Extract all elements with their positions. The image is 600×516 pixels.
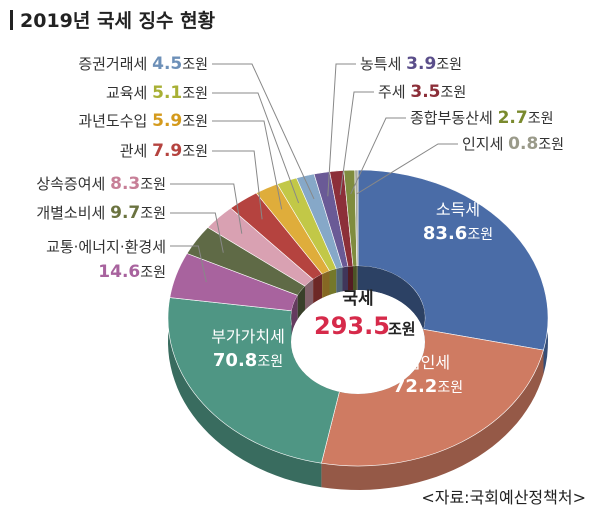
donut-hole <box>291 266 425 394</box>
slice-inner-농특세 <box>342 266 348 292</box>
source-note: <자료:국회예산정책처> <box>421 488 586 507</box>
outside-label-주세: 주세 3.5조원 <box>378 82 466 102</box>
title-bar <box>10 9 13 30</box>
slice-inner-주세 <box>348 266 353 291</box>
outside-label-교육세: 교육세 5.1조원 <box>106 83 208 103</box>
slice-inner-인지세 <box>356 266 358 290</box>
leader-line <box>170 183 243 234</box>
leader-line <box>350 117 406 195</box>
slice-name-label: 소득세 <box>436 200 480 219</box>
center-unit: 조원 <box>388 320 416 338</box>
slice-label: 상속증여세 8.3조원 <box>36 174 166 194</box>
leader-line <box>170 212 224 253</box>
slice-value-label: 14.6조원 <box>98 262 166 282</box>
leader-line <box>212 63 315 200</box>
center-label: 국세 293.5조원 <box>314 289 416 340</box>
donut-hole-center <box>291 290 425 394</box>
slice-inner-관세 <box>313 274 323 304</box>
slice-label: 인지세 0.8조원 <box>462 134 564 154</box>
outside-label-교통·에너지·환경세: 교통·에너지·환경세 14.6조원 <box>46 238 166 282</box>
leader-line <box>212 120 283 210</box>
leader-line <box>170 245 207 283</box>
leader-line <box>212 92 300 204</box>
slice-inner-과년도수입 <box>322 270 330 299</box>
outside-label-농특세: 농특세 3.9조원 <box>360 54 462 74</box>
slice-label: 주세 3.5조원 <box>378 82 466 102</box>
slice-label: 개별소비세 9.7조원 <box>36 203 166 223</box>
slice-label: 관세 7.9조원 <box>120 141 208 161</box>
leader-line <box>356 143 458 195</box>
slice-label: 종합부동산세 2.7조원 <box>410 108 553 128</box>
slice-inner-개별소비세 <box>297 286 305 320</box>
slice-name-label: 부가가치세 <box>211 327 285 346</box>
outside-label-증권거래세: 증권거래세 4.5조원 <box>78 54 208 74</box>
slice-inner-교통·에너지·환경세 <box>291 295 298 335</box>
leader-line <box>212 150 263 220</box>
slice-side-법인세 <box>321 350 544 490</box>
slice-value-label: 70.8조원 <box>213 350 283 371</box>
donut-tops <box>167 169 549 467</box>
center-title: 국세 <box>342 289 373 309</box>
slice-value-label: 72.2조원 <box>393 376 463 397</box>
center-total: 293.5 <box>314 312 390 340</box>
slice-inner-종합부동산세 <box>353 266 357 291</box>
slice-side-부가가치세 <box>168 297 322 488</box>
slice-label: 농특세 3.9조원 <box>360 54 462 74</box>
slice-label: 과년도수입 5.9조원 <box>78 111 208 131</box>
slice-name-label: 교통·에너지·환경세 <box>46 238 166 256</box>
outside-label-상속증여세: 상속증여세 8.3조원 <box>36 174 166 194</box>
chart-title-text: 2019년 국세 징수 현황 <box>20 10 216 32</box>
leader-line <box>327 63 356 197</box>
slice-inner-증권거래세 <box>336 267 343 293</box>
chart-title: 2019년 국세 징수 현황 <box>10 6 215 33</box>
slice-inner-소득세 <box>358 266 425 354</box>
outside-label-개별소비세: 개별소비세 9.7조원 <box>36 203 166 223</box>
slice-name-label: 법인세 <box>406 353 450 372</box>
slice-inner-상속증여세 <box>305 279 314 311</box>
leader-line <box>339 91 374 195</box>
slice-label: 교육세 5.1조원 <box>106 83 208 103</box>
slice-inner-교육세 <box>329 268 337 295</box>
outside-label-과년도수입: 과년도수입 5.9조원 <box>78 111 208 131</box>
slice-label: 증권거래세 4.5조원 <box>78 54 208 74</box>
outside-label-인지세: 인지세 0.8조원 <box>462 134 564 154</box>
slice-value-label: 83.6조원 <box>423 223 493 244</box>
leader-lines <box>170 63 458 283</box>
slice-소득세 <box>357 169 549 351</box>
outside-label-관세: 관세 7.9조원 <box>120 141 208 161</box>
outside-label-종합부동산세: 종합부동산세 2.7조원 <box>410 108 553 128</box>
